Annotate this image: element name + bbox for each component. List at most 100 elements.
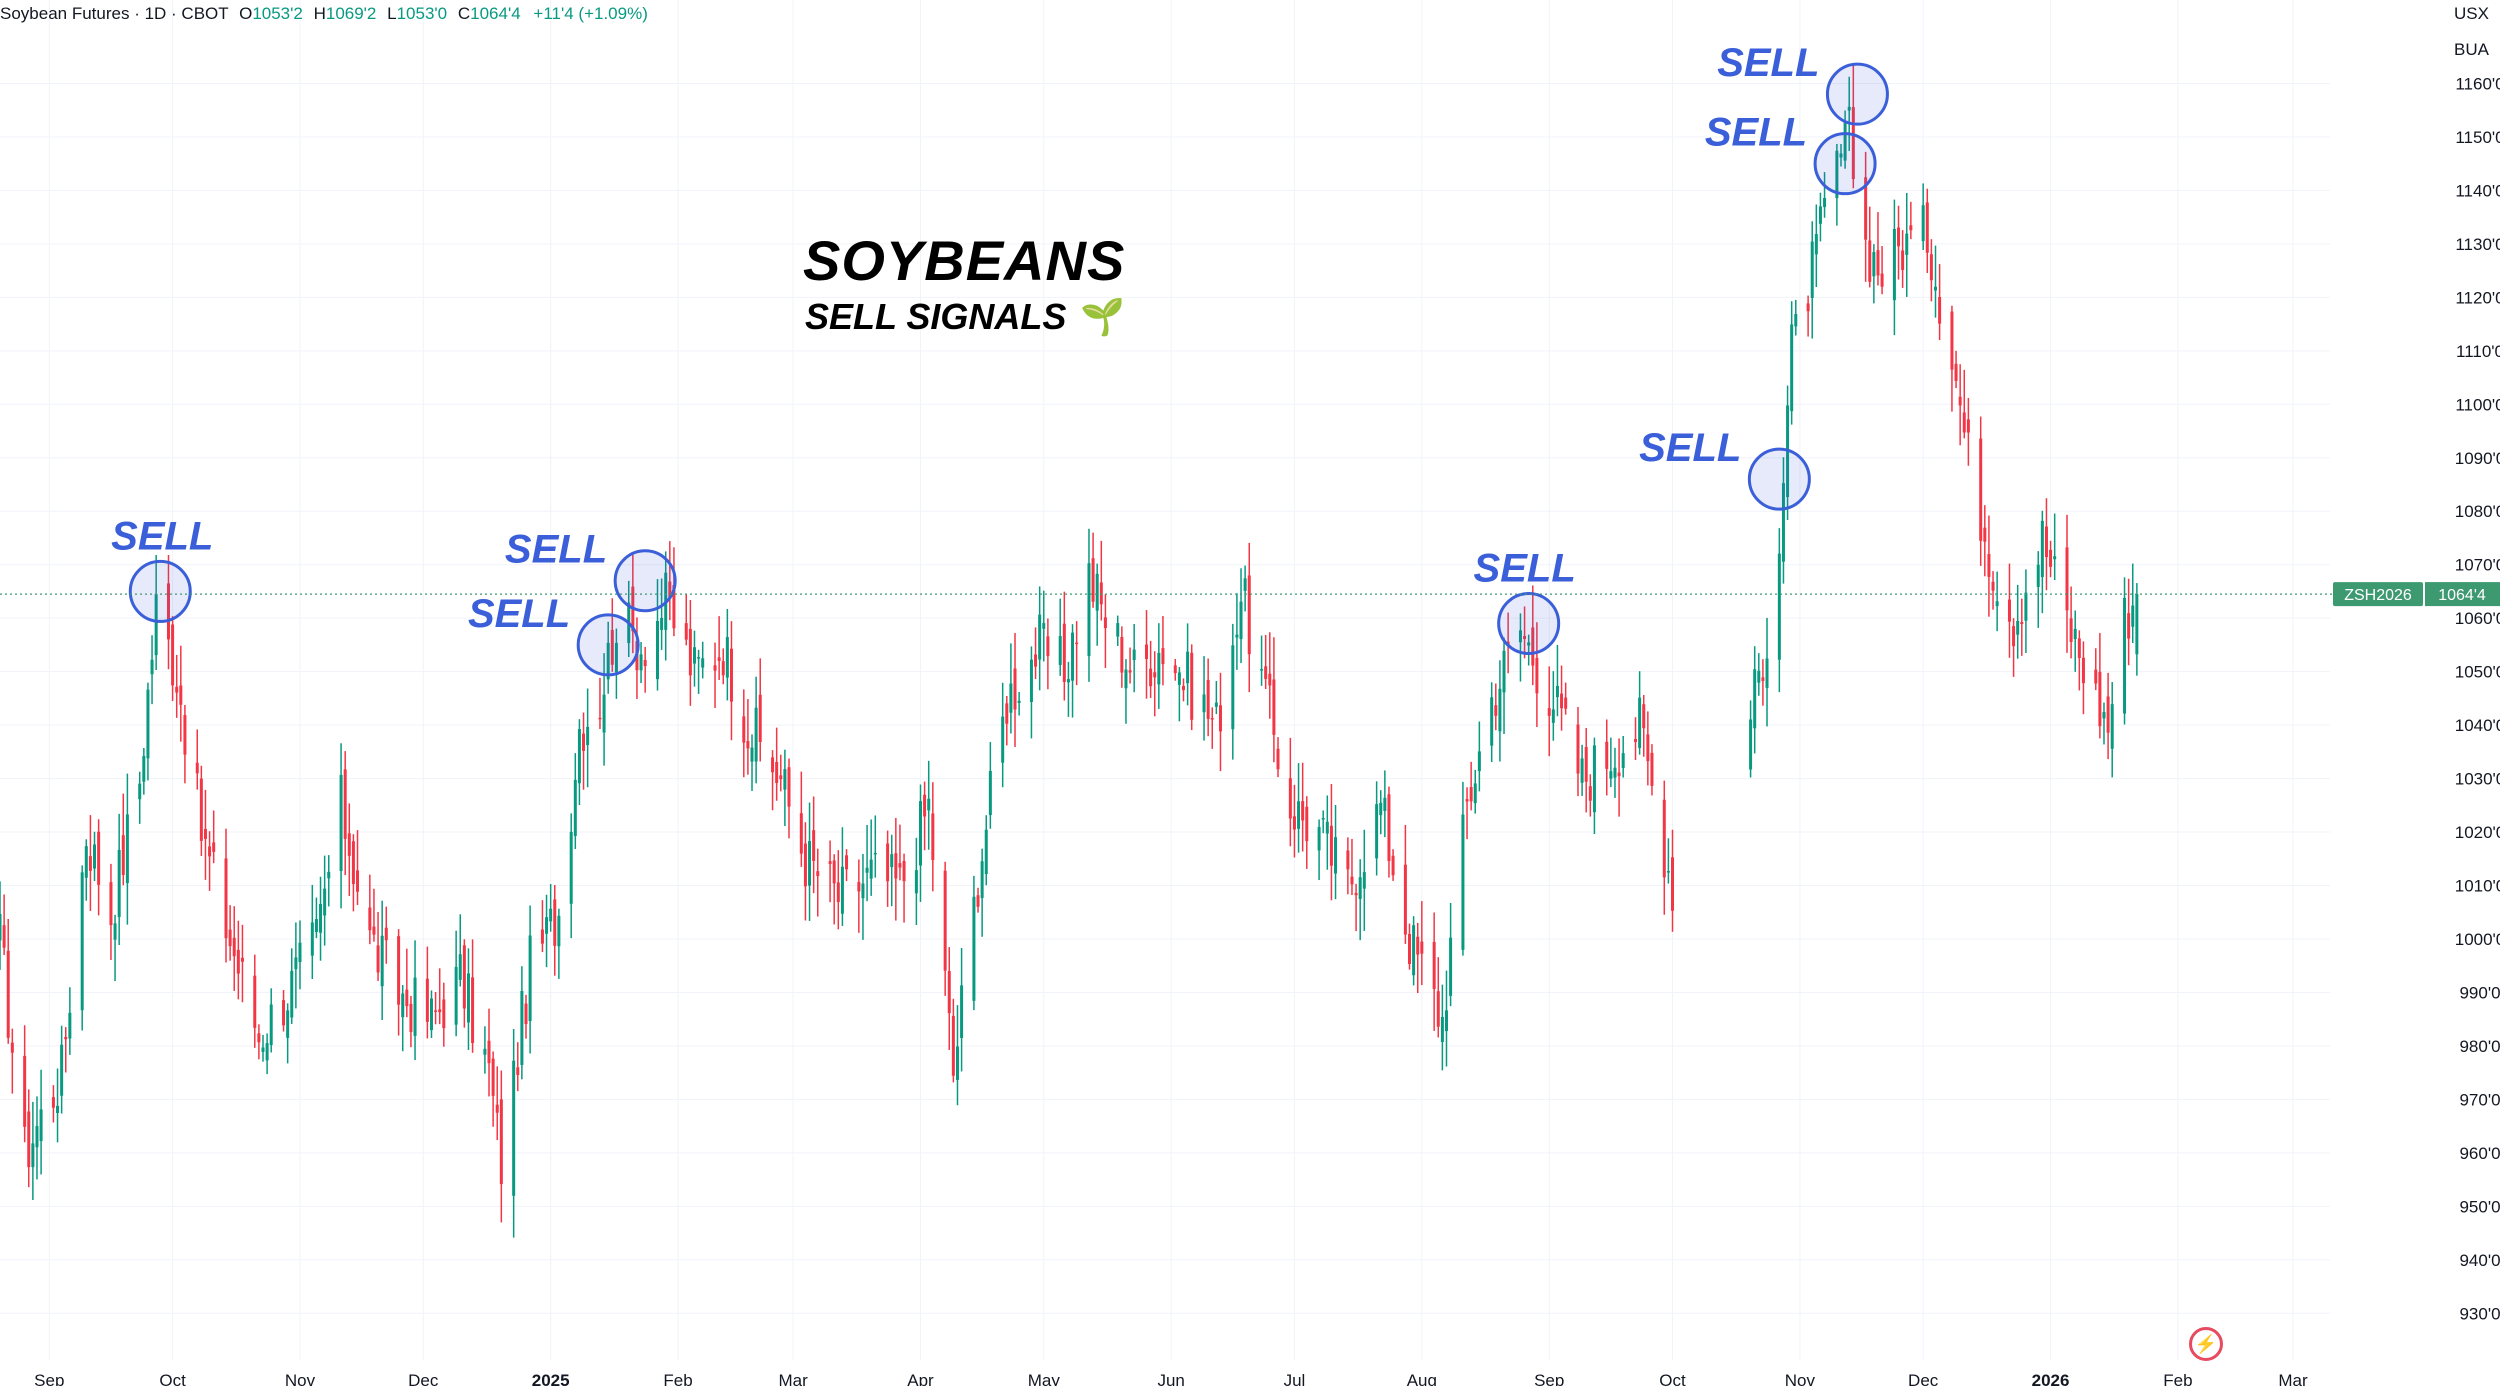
candle-body (512, 1060, 516, 1196)
candle-body (828, 861, 832, 864)
overlay-subtitle-text: SELL SIGNALS (805, 296, 1067, 337)
candle-body (228, 929, 232, 947)
candle-body (1892, 228, 1896, 301)
candle-body (779, 775, 783, 780)
candle-body (491, 1058, 495, 1096)
y-tick-label: 1110'0 (2456, 342, 2500, 361)
candle-body (1794, 313, 1798, 327)
candle-body (294, 957, 298, 970)
candle-body (1412, 925, 1416, 976)
candle-body (1966, 419, 1970, 433)
x-tick-label: May (1028, 1371, 1061, 1386)
candle-body (1334, 837, 1338, 874)
candle-body (980, 861, 984, 899)
candle-body (701, 658, 705, 668)
candle-body (232, 937, 236, 957)
candle-body (323, 888, 327, 916)
candle-body (614, 642, 618, 673)
candle-body (1058, 636, 1062, 665)
candle-body (1864, 177, 1868, 240)
candle-body (2073, 628, 2077, 640)
symbol-title: Soybean Futures · 1D · CBOT (0, 4, 229, 23)
candle-body (10, 1042, 14, 1053)
candle-body (51, 1097, 55, 1108)
candle-body (1465, 799, 1469, 802)
candle-body (442, 999, 446, 1029)
candle-body (1383, 797, 1387, 811)
y-tick-label: 1000'0 (2455, 930, 2500, 949)
candle-body (282, 1000, 286, 1026)
candle-body (1662, 799, 1666, 878)
candle-body (93, 844, 97, 869)
close-value: 1064'4 (470, 4, 521, 23)
candle-body (2, 925, 6, 948)
candle-body (1925, 202, 1929, 253)
x-tick-label: 2025 (532, 1371, 570, 1386)
candle-body (240, 957, 244, 962)
candle-body (1469, 787, 1473, 802)
sell-signal-label: SELL (1705, 111, 1807, 155)
currency-unit[interactable]: USX (2454, 4, 2489, 23)
candle-body (1235, 634, 1239, 638)
lightning-bolt-icon[interactable]: ⚡ (2189, 1327, 2223, 1361)
candle-body (1214, 702, 1218, 707)
candle-body (1301, 801, 1305, 821)
candle-body (97, 831, 101, 885)
candle-body (121, 835, 125, 875)
candle-body (1087, 563, 1091, 657)
candle-body (713, 665, 717, 671)
candle-body (2049, 549, 2053, 567)
candle-body (1592, 745, 1596, 813)
quantity-unit[interactable]: BUA (2454, 40, 2489, 59)
sell-signal-label: SELL (1639, 426, 1741, 470)
x-tick-label: Mar (2278, 1371, 2308, 1386)
candle-body (347, 833, 351, 856)
candle-body (483, 1048, 487, 1055)
candle-body (1638, 697, 1642, 748)
x-tick-label: Jul (1284, 1371, 1306, 1386)
x-tick-label: Jun (1157, 1371, 1184, 1386)
candle-body (1362, 872, 1366, 889)
candle-body (138, 783, 142, 800)
candle-body (298, 942, 302, 963)
candle-body (1075, 642, 1079, 645)
candle-body (1518, 630, 1522, 643)
candle-body (684, 623, 688, 640)
candle-body (1950, 311, 1954, 370)
y-tick-label: 930'0 (2459, 1304, 2500, 1323)
candle-body (943, 870, 947, 971)
candle-body (836, 882, 840, 903)
candle-body (1605, 741, 1609, 769)
candle-body (1576, 724, 1580, 774)
candle-body (499, 1099, 503, 1185)
candle-body (1621, 753, 1625, 769)
candle-body (697, 657, 701, 659)
y-tick-label: 1090'0 (2455, 449, 2500, 468)
candle-body (1523, 635, 1527, 640)
candle-body (742, 716, 746, 743)
candle-body (586, 726, 590, 746)
candle-body (2016, 620, 2020, 635)
candle-body (454, 966, 458, 1025)
sell-signal-label: SELL (468, 592, 570, 636)
symbol-legend: Soybean Futures · 1D · CBOT O1053'2 H106… (0, 4, 648, 24)
candle-body (1991, 581, 1995, 591)
candle-body (1995, 601, 1999, 607)
candle-body (569, 831, 573, 904)
candle-body (1473, 783, 1477, 804)
candle-body (2098, 671, 2102, 727)
candle-body (1872, 252, 1876, 277)
candle-body (1584, 746, 1588, 782)
candle-body (356, 870, 360, 892)
candle-body (327, 871, 331, 879)
candle-body (1046, 636, 1050, 657)
candle-body (1358, 877, 1362, 899)
y-tick-label: 1100'0 (2455, 395, 2500, 414)
candle-body (1042, 623, 1046, 629)
candle-body (1161, 648, 1165, 665)
candle-body (1613, 767, 1617, 778)
candle-body (1264, 666, 1268, 680)
candle-body (1210, 718, 1214, 720)
candle-body (413, 977, 417, 1036)
